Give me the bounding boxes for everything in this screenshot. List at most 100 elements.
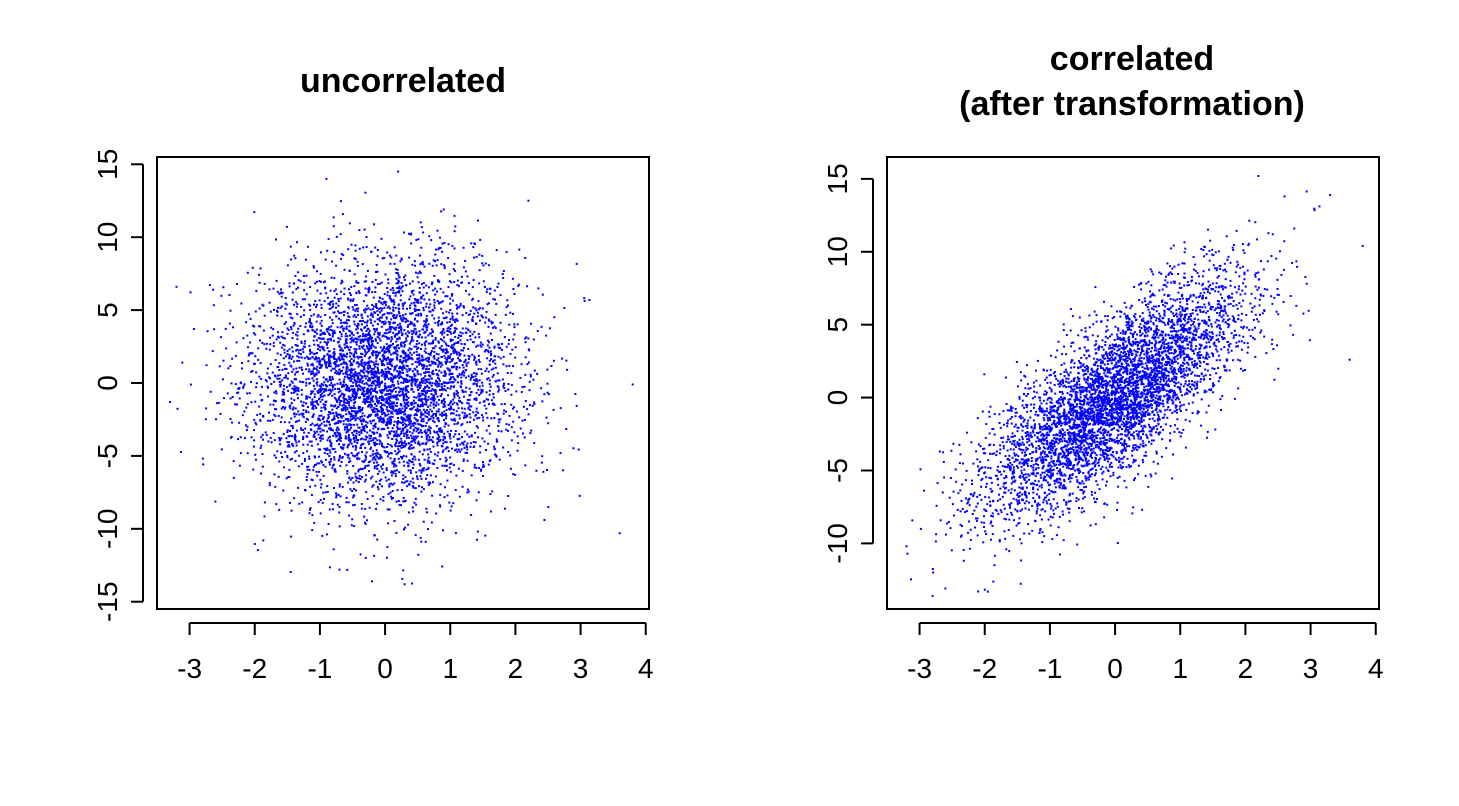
data-point [325,364,328,367]
data-point [373,461,375,464]
data-point [309,304,312,307]
data-point [404,352,407,355]
data-point [415,343,418,345]
data-point [414,309,416,312]
data-point [454,329,457,332]
data-point [331,389,334,392]
data-point [463,430,466,433]
data-point [374,365,377,368]
data-point [406,416,409,419]
data-point [344,404,347,407]
data-point [308,396,311,399]
data-point [380,309,383,312]
data-point [456,381,459,384]
data-point [408,379,411,382]
data-point [341,213,344,216]
data-point [425,302,428,305]
data-point [444,447,447,450]
data-point [488,287,491,290]
data-point [402,341,405,344]
data-point [333,456,336,459]
data-point [466,321,469,324]
data-point [464,270,467,273]
data-point [399,299,402,302]
data-point [424,540,427,543]
data-point [345,418,348,421]
data-point [563,307,566,309]
data-point [411,370,414,373]
data-point [312,406,314,408]
data-point [546,469,548,471]
data-point [416,475,418,478]
data-point [285,368,288,370]
data-point [358,431,360,434]
data-point [306,364,309,367]
data-point [465,386,468,389]
data-point [401,481,404,484]
data-point [445,409,448,411]
data-point [317,425,320,428]
data-point [370,382,373,384]
data-point [362,387,365,390]
data-point [294,373,296,376]
data-point [430,393,433,396]
data-point [441,413,444,416]
data-point [389,358,392,361]
data-point [309,507,312,510]
data-point [379,296,382,299]
data-point [398,367,401,370]
data-point [452,343,455,346]
data-point [294,274,297,277]
data-point [414,441,417,444]
data-point [361,460,364,463]
data-point [391,299,394,302]
data-point [400,381,403,384]
data-point [434,391,437,394]
data-point [384,320,387,323]
data-point [339,394,342,397]
data-point [355,348,358,351]
data-point [212,288,215,291]
data-point [333,357,336,360]
data-point [238,464,241,467]
data-point [302,412,305,415]
data-point [436,444,439,447]
data-point [255,371,258,374]
data-point [428,462,431,465]
data-point [401,371,404,374]
data-point [458,396,461,399]
data-point [503,403,506,405]
data-point [455,414,458,417]
data-point [385,343,388,346]
data-point [383,352,386,354]
data-point [353,439,356,442]
data-point [493,448,496,451]
data-point [302,435,305,438]
data-point [348,443,350,446]
data-point [385,408,388,411]
data-point [424,442,427,445]
data-point [332,508,334,511]
data-point [274,359,277,361]
data-point [309,348,311,351]
data-point [396,489,399,492]
data-point [362,300,365,303]
data-point [340,437,342,440]
data-point [274,375,277,378]
data-point [412,467,414,469]
data-point [406,330,409,333]
data-point [304,340,306,343]
data-point [368,414,370,417]
data-point [368,347,371,350]
data-point [319,315,322,318]
data-point [291,350,294,353]
data-point [449,325,452,327]
data-point [395,531,398,534]
data-point [353,416,356,419]
data-point [339,297,342,300]
data-point [475,383,478,385]
data-point [323,359,326,362]
data-point [339,399,342,402]
data-point [392,408,395,411]
data-point [429,303,432,306]
